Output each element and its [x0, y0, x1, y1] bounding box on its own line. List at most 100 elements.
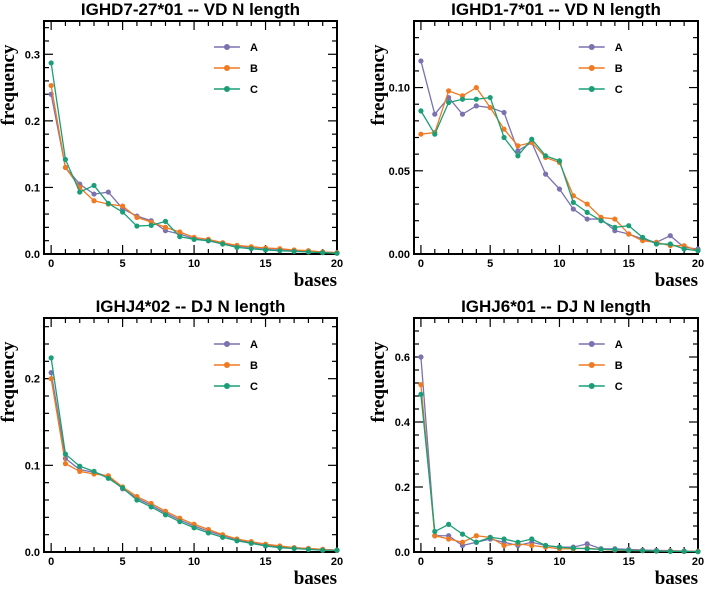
data-point-B [473, 533, 479, 539]
series-line-A [50, 94, 338, 254]
data-point-A [584, 541, 590, 547]
data-point-A [501, 109, 507, 116]
data-point-C [320, 250, 326, 256]
legend-label-B: B [250, 360, 258, 372]
x-tick-label: 5 [487, 258, 493, 270]
legend-label-B: B [250, 63, 258, 75]
data-point-C [556, 544, 563, 550]
data-point-C [277, 545, 283, 551]
data-point-A [432, 111, 438, 117]
series-A [48, 91, 340, 256]
data-point-C [626, 223, 632, 229]
x-axis-label: bases [655, 568, 698, 589]
data-point-C [334, 250, 340, 256]
x-tick-label: 10 [188, 258, 200, 270]
data-point-C [667, 241, 673, 247]
data-point-C [148, 222, 154, 228]
legend-label-C: C [615, 381, 623, 393]
data-point-C [134, 223, 140, 229]
x-tick-label: 0 [48, 556, 54, 568]
data-point-B [446, 536, 452, 542]
legend-marker-C [223, 86, 230, 92]
data-point-C [77, 189, 83, 195]
data-point-C [501, 536, 507, 542]
x-tick-label: 5 [120, 556, 126, 568]
data-point-C [162, 512, 169, 518]
data-point-A [556, 186, 563, 192]
data-point-C [459, 531, 466, 537]
data-point-C [418, 391, 424, 397]
data-point-A [48, 370, 54, 376]
x-tick-label: 0 [48, 258, 54, 270]
data-point-C [205, 530, 211, 536]
data-point-C [639, 234, 646, 240]
data-point-C [62, 451, 69, 457]
data-point-C [205, 238, 211, 244]
data-point-C [177, 234, 183, 240]
y-tick-label: 0.0 [395, 547, 410, 559]
data-point-C [305, 546, 312, 553]
data-point-C [277, 248, 283, 254]
panel-title: IGHD1-7*01 -- VD N length [451, 0, 661, 19]
y-axis-label: frequency [368, 341, 389, 422]
series-C [48, 355, 340, 553]
data-point-C [248, 540, 254, 546]
data-point-C [334, 547, 340, 553]
data-point-A [91, 191, 97, 197]
data-point-C [291, 545, 297, 552]
data-point-C [105, 200, 111, 207]
legend-label-A: A [250, 42, 258, 54]
data-point-A [570, 206, 576, 212]
series-C [418, 391, 701, 555]
series-line-B [420, 384, 698, 552]
data-point-A [105, 189, 111, 195]
data-point-C [248, 246, 254, 252]
data-point-C [91, 468, 97, 474]
data-point-C [612, 547, 618, 553]
data-point-C [234, 538, 240, 544]
series-A [418, 58, 701, 252]
data-point-B [120, 203, 126, 209]
legend-label-C: C [615, 84, 623, 96]
y-tick-label: 0.00 [389, 249, 410, 261]
data-point-C [134, 497, 140, 503]
data-point-C [529, 136, 535, 142]
data-point-C [91, 182, 97, 189]
data-point-C [305, 249, 312, 255]
panel-2: IGHD1-7*01 -- VD N length 0 5 10 15 20 0.00 0.0… [368, 0, 704, 291]
data-point-C [191, 236, 197, 242]
panel-1: IGHD7-27*01 -- VD N length 0 5 10 15 20 0.0 0.1… [0, 0, 343, 291]
y-tick-label: 0.0 [25, 249, 40, 261]
y-tick-label: 0.10 [389, 83, 410, 95]
data-point-B [62, 164, 69, 171]
data-point-B [48, 376, 54, 382]
series-line-A [420, 60, 699, 250]
data-point-C [162, 218, 169, 224]
x-tick-label: 10 [188, 556, 200, 568]
data-point-C [515, 539, 521, 545]
x-tick-label: 20 [331, 556, 343, 568]
data-point-B [77, 468, 83, 474]
series-line-C [50, 62, 338, 254]
legend-marker-A [588, 341, 595, 347]
data-point-C [543, 153, 549, 159]
legend-marker-B [223, 65, 230, 71]
y-axis-label: frequency [368, 44, 389, 125]
data-point-B [515, 143, 521, 149]
series-C [48, 60, 340, 256]
x-tick-label: 0 [418, 258, 424, 270]
legend-label-B: B [615, 63, 623, 75]
data-point-C [418, 108, 424, 114]
data-point-C [291, 248, 297, 254]
series-C [418, 94, 701, 254]
legend-label-B: B [615, 360, 623, 372]
series-line-A [420, 356, 699, 552]
data-point-C [105, 475, 111, 481]
x-tick-label: 10 [553, 258, 565, 270]
data-point-C [120, 209, 126, 215]
legend-marker-A [223, 44, 230, 50]
data-point-A [667, 233, 673, 239]
data-point-C [262, 247, 269, 253]
data-point-C [667, 548, 673, 554]
x-tick-label: 5 [120, 258, 126, 270]
